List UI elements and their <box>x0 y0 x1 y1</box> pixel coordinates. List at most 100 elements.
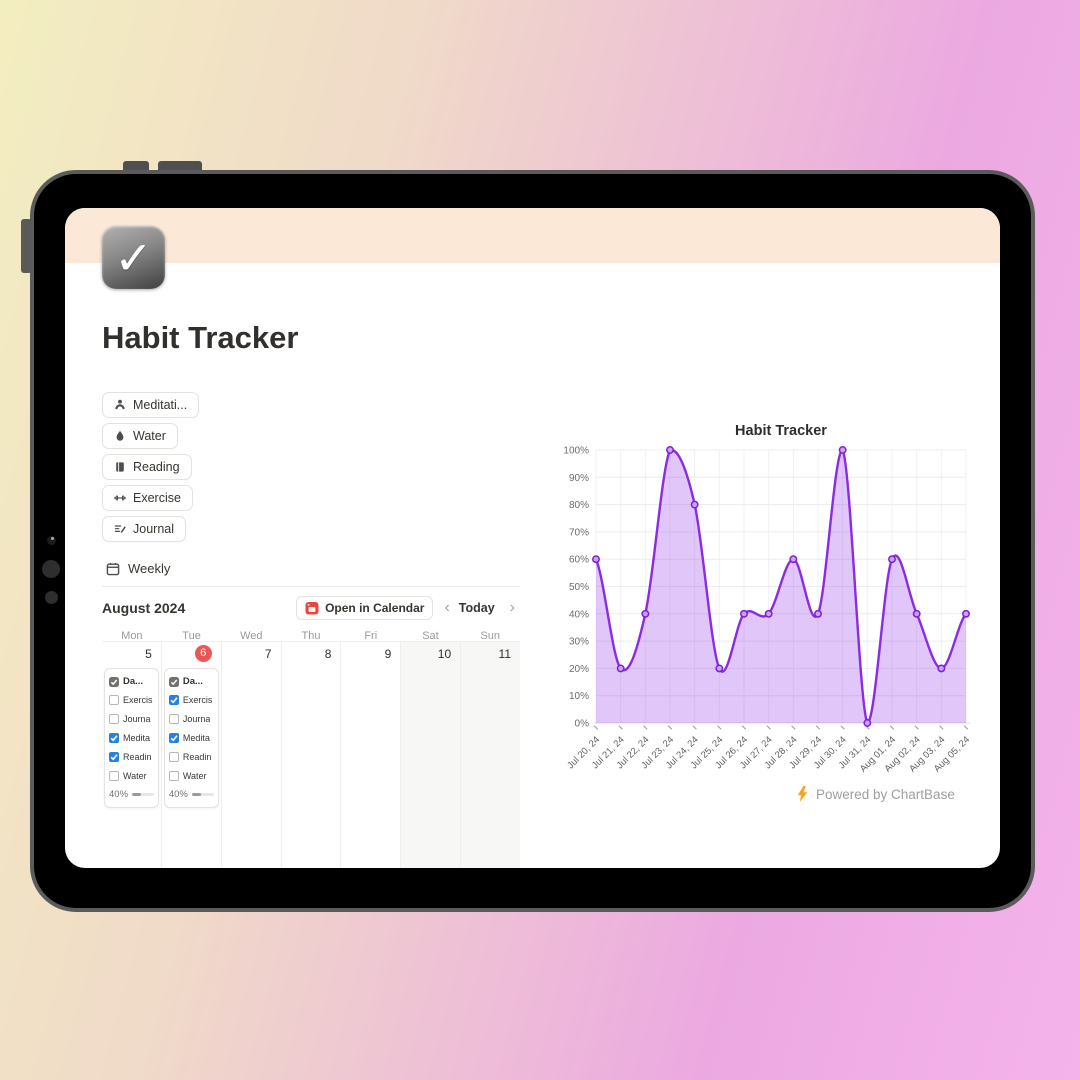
view-toggle-weekly[interactable]: Weekly <box>106 561 170 576</box>
svg-text:90%: 90% <box>569 473 589 484</box>
progress-bar <box>132 792 155 796</box>
checkbox-unchecked-icon[interactable] <box>109 713 119 724</box>
checkbox-unchecked-icon[interactable] <box>168 713 179 724</box>
svg-text:70%: 70% <box>569 527 589 538</box>
chart-point <box>838 446 847 454</box>
day-number-row: 7 <box>222 642 281 664</box>
calendar-day-column[interactable]: 7 <box>220 642 281 868</box>
calendar-month-label: August 2024 <box>102 600 186 616</box>
chart-point <box>740 609 748 618</box>
chart-point <box>888 555 896 564</box>
page-title: Habit Tracker <box>102 320 299 355</box>
power-button <box>21 219 32 273</box>
habit-item-label: Medita <box>123 732 151 743</box>
day-number-row: 11 <box>461 642 520 664</box>
chevron-left-icon[interactable]: ‹ <box>444 599 450 616</box>
chart-point <box>937 664 946 673</box>
daily-habits-card[interactable]: Da... Exercis Journa Medita Readin Water 40% <box>163 668 219 808</box>
open-in-calendar-label: Open in Calendar <box>325 601 425 615</box>
checkbox-unchecked-icon[interactable] <box>109 770 119 781</box>
habit-tag-button[interactable]: Exercise <box>102 485 193 511</box>
day-number: 5 <box>145 647 152 661</box>
habit-area-chart: 0% 10% 20% 30% 40% 50% 60% 70% 80% 90% 100% Jul 20,… <box>563 446 972 775</box>
water-drop-icon <box>114 430 126 442</box>
calendar-day-column[interactable]: 6 Da... Exercis Journa Medita Readin Water 40% <box>160 642 221 868</box>
habit-item-label: Journa <box>182 713 211 724</box>
checkbox-unchecked-icon[interactable] <box>109 694 119 705</box>
card-progress-row: 40% <box>169 785 216 803</box>
day-number-row: 8 <box>282 642 341 664</box>
checkbox-checked-icon[interactable] <box>109 732 119 743</box>
checkbox-checked-icon[interactable] <box>168 732 179 743</box>
calendar-header: August 2024 Open in Calendar ‹ Today › <box>102 596 520 620</box>
chart-y-labels: 0% 10% 20% 30% 40% 50% 60% 70% 80% 90% 100% <box>563 446 589 730</box>
habit-tag-list: Meditati... Water Reading Exercise Journal <box>102 392 200 542</box>
book-icon <box>114 461 126 473</box>
day-number: 11 <box>498 647 512 661</box>
habit-item-label: Journa <box>123 713 151 724</box>
tablet-screen: ✓ Habit Tracker Meditati... Water Reading E… <box>65 208 1000 868</box>
habit-tag-button[interactable]: Journal <box>102 516 186 542</box>
chart-point <box>592 555 600 564</box>
chevron-right-icon[interactable]: › <box>509 599 515 616</box>
habit-item-label: Exercis <box>123 694 153 705</box>
calendar-day-column[interactable]: 11 <box>460 642 521 868</box>
habit-tag-label: Journal <box>133 522 174 536</box>
today-date-badge: 6 <box>194 645 212 662</box>
meditation-icon <box>114 399 126 411</box>
checkbox-unchecked-icon[interactable] <box>168 751 179 762</box>
view-toggle-label: Weekly <box>128 561 171 576</box>
calendar-day-column[interactable]: 10 <box>400 642 461 868</box>
progress-percent-label: 40% <box>109 788 129 800</box>
day-number: 9 <box>384 647 392 661</box>
checked-task-icon <box>168 676 179 687</box>
habit-item-label: Water <box>182 770 207 781</box>
day-number-row: 5 <box>102 642 161 664</box>
today-button[interactable]: Today <box>455 601 499 615</box>
day-number: 10 <box>437 647 452 661</box>
weekday-label: Sat <box>422 630 439 642</box>
daily-habits-card[interactable]: Da... Exercis Journa Medita Readin Water 40% <box>104 668 159 808</box>
checked-task-icon <box>109 676 119 687</box>
check-emoji-icon[interactable]: ✓ <box>102 226 165 289</box>
page-cover <box>65 208 1000 263</box>
habit-tag-label: Water <box>133 429 166 443</box>
day-number-row: 6 <box>162 642 221 664</box>
chart-point <box>666 446 674 454</box>
svg-text:100%: 100% <box>563 446 589 457</box>
habit-tag-button[interactable]: Water <box>102 423 178 449</box>
svg-text:0%: 0% <box>575 719 590 730</box>
checkbox-checked-icon[interactable] <box>109 751 119 762</box>
calendar-grid: 5 Da... Exercis Journa Medita Readin Water 40% 6… <box>102 641 521 868</box>
svg-text:80%: 80% <box>569 500 589 511</box>
habit-tag-button[interactable]: Reading <box>102 454 192 480</box>
weekday-label: Wed <box>240 630 263 642</box>
chart-point <box>814 609 822 618</box>
progress-bar <box>191 792 214 796</box>
chart-title: Habit Tracker <box>735 423 827 439</box>
calendar-day-column[interactable]: 9 <box>340 642 400 868</box>
checkbox-checked-icon[interactable] <box>168 694 179 705</box>
weekday-label: Thu <box>301 630 321 642</box>
chart-point <box>863 719 872 727</box>
svg-text:10%: 10% <box>569 691 589 702</box>
front-camera-icon <box>47 536 56 545</box>
check-glyph: ✓ <box>114 231 153 284</box>
chart-point <box>641 609 650 618</box>
chart-point <box>789 555 798 564</box>
checkbox-unchecked-icon[interactable] <box>168 770 179 781</box>
habit-tag-button[interactable]: Meditati... <box>102 392 200 418</box>
day-number: 8 <box>324 647 332 661</box>
open-in-calendar-button[interactable]: Open in Calendar <box>296 596 434 620</box>
bezel-sensor-small <box>45 591 58 604</box>
calendar-day-column[interactable]: 5 Da... Exercis Journa Medita Readin Water 40% <box>102 642 161 868</box>
card-progress-row: 40% <box>109 785 156 803</box>
weekday-label: Sun <box>480 630 500 642</box>
journal-icon <box>114 523 126 535</box>
chart-points <box>592 446 970 727</box>
weekday-label: Fri <box>364 630 378 642</box>
habit-tag-label: Reading <box>133 460 180 474</box>
dumbbell-icon <box>114 492 126 504</box>
calendar-day-column[interactable]: 8 <box>280 642 341 868</box>
